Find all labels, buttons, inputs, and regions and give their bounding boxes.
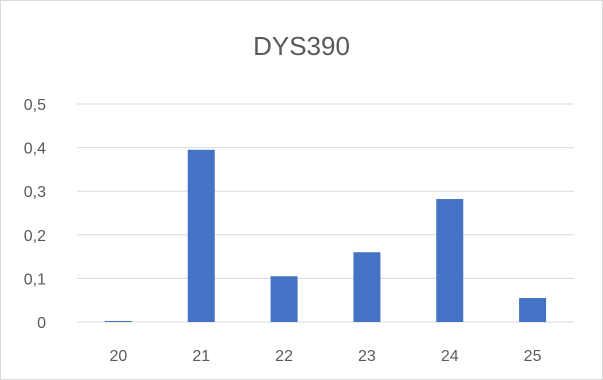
bar-22 [270,276,298,322]
x-tick-label: 22 [275,348,293,365]
y-tick-label: 0,2 [24,228,46,245]
chart-title: DYS390 [253,31,350,61]
bar-25 [519,298,547,322]
y-tick-label: 0,4 [24,141,46,158]
x-tick-label: 23 [358,348,376,365]
bars [104,149,547,322]
y-tick-label: 0,3 [24,184,46,201]
gridlines [77,103,574,323]
x-tick-label: 25 [524,348,542,365]
bar-21 [187,149,215,322]
x-tick-label: 24 [441,348,459,365]
y-tick-label: 0,5 [24,97,46,114]
x-axis-ticks: 20 21 22 23 24 25 [110,348,542,365]
y-tick-label: 0,1 [24,271,46,288]
bar-24 [436,199,464,322]
bar-20 [104,321,132,322]
x-tick-label: 20 [110,348,128,365]
bar-23 [353,252,381,322]
y-tick-label: 0 [37,315,46,332]
y-axis-ticks: 0 0,1 0,2 0,3 0,4 0,5 [24,97,46,332]
x-tick-label: 21 [192,348,210,365]
